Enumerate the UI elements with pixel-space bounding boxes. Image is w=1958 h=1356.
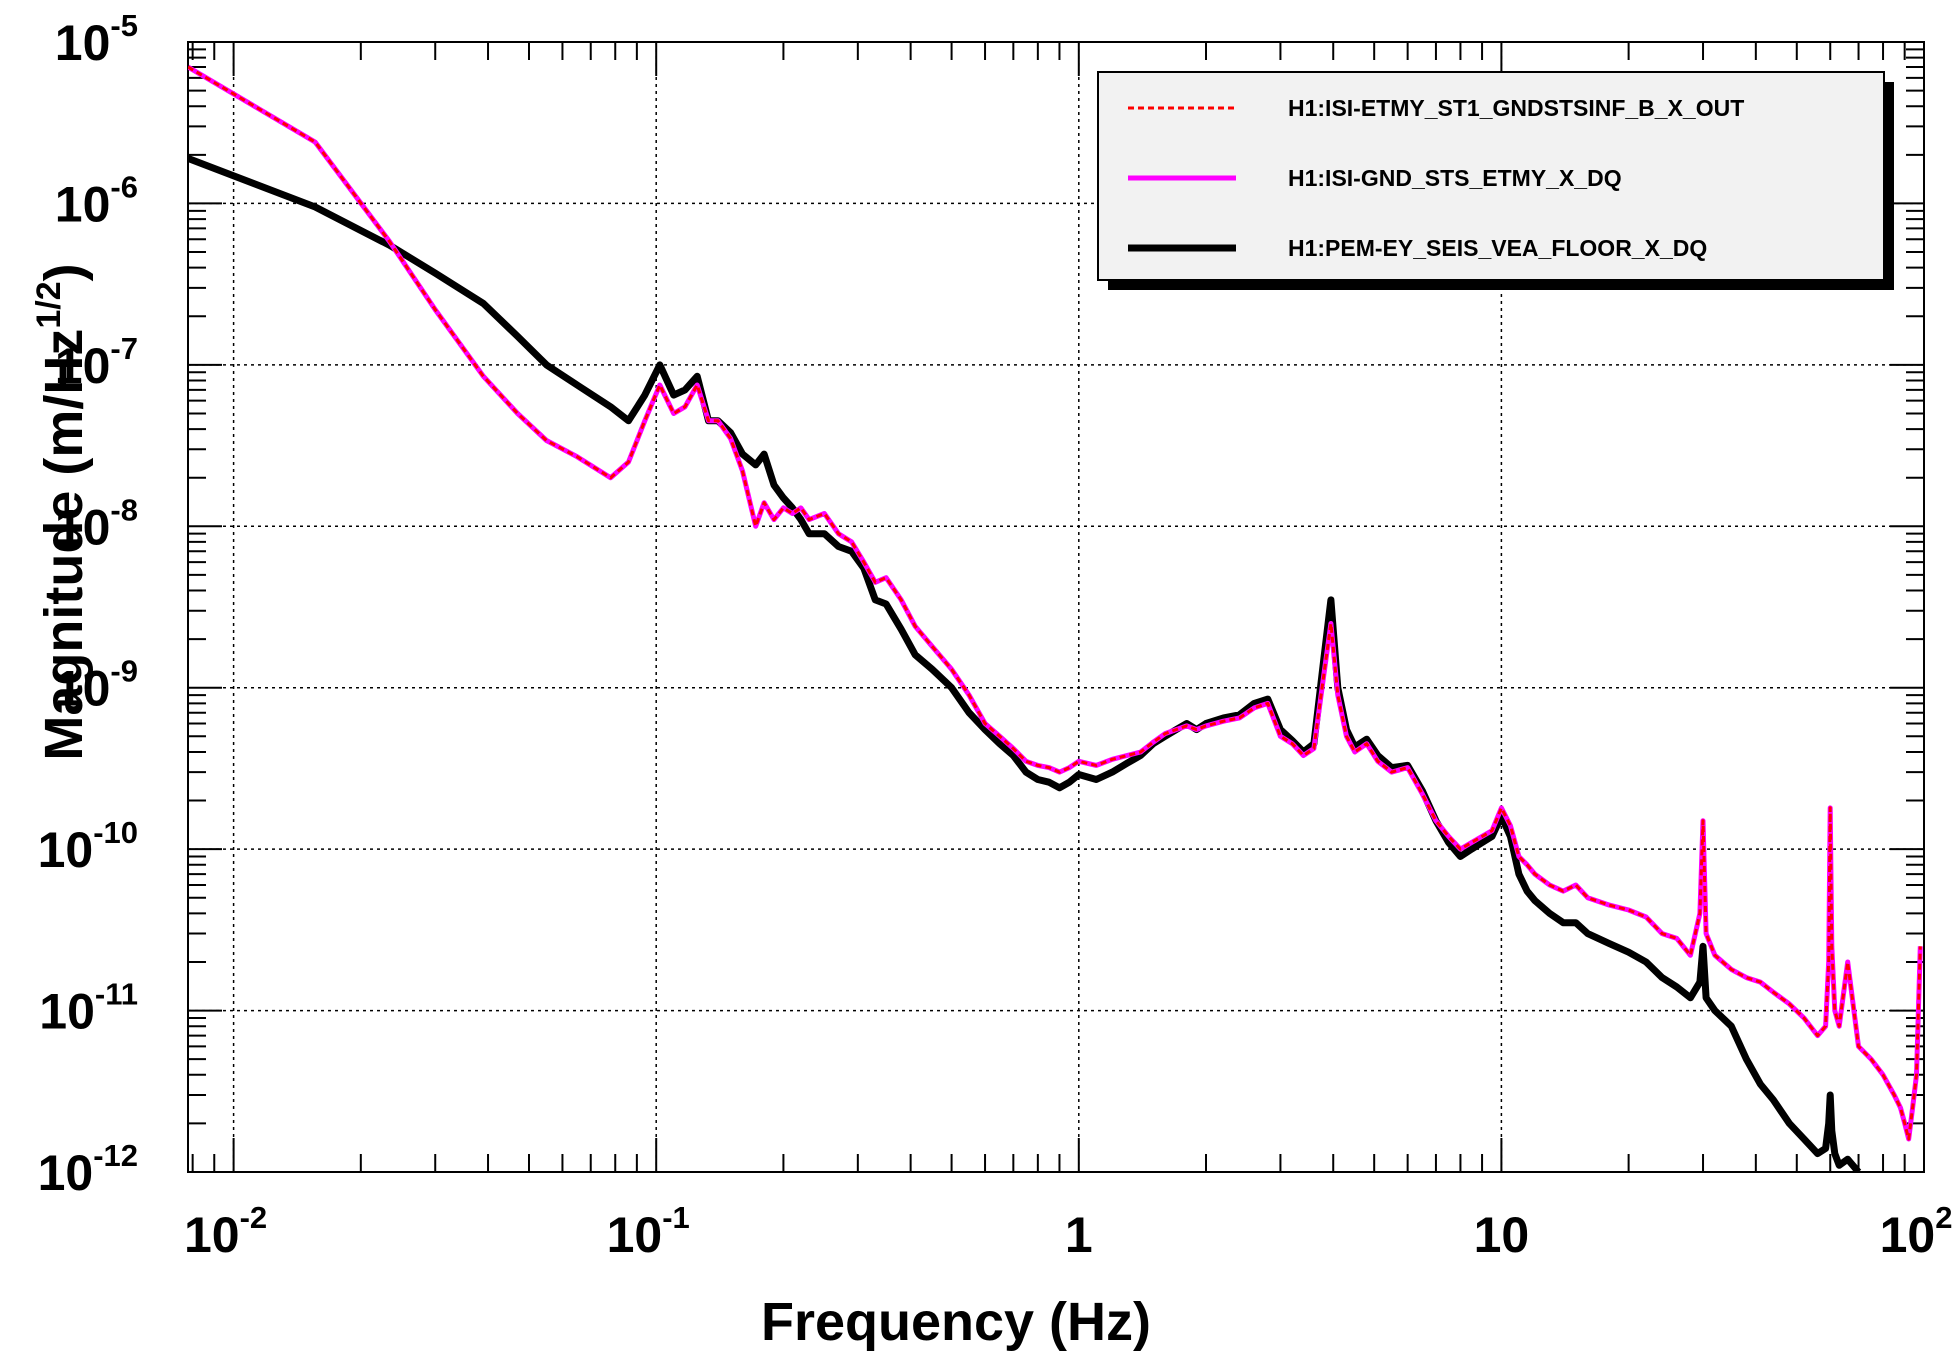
- y-tick-label-base: 10: [55, 176, 111, 232]
- x-tick-label-base: 1: [1065, 1207, 1093, 1263]
- y-axis-title-sup: 1/2: [30, 281, 68, 328]
- x-axis-title: Frequency (Hz): [761, 1292, 1151, 1352]
- y-tick-label-base: 10: [55, 499, 111, 555]
- series-line-3: [188, 155, 1862, 1172]
- y-tick-label-exp: -8: [110, 492, 138, 527]
- y-tick-label-exp: -11: [95, 977, 138, 1012]
- x-tick-label-exp: -1: [662, 1200, 690, 1235]
- x-tick-label-base: 10: [1474, 1207, 1530, 1263]
- y-tick-label-exp: -9: [110, 654, 138, 689]
- y-tick-label: 10-5: [55, 8, 138, 71]
- x-tick-label-exp: -2: [240, 1200, 268, 1235]
- x-tick-label-base: 10: [607, 1207, 663, 1263]
- y-tick-label-base: 10: [55, 661, 111, 717]
- y-axis-title-main: Magnitude (m/Hz: [34, 329, 94, 761]
- y-tick-label-base: 10: [55, 338, 111, 394]
- legend-label-3: H1:PEM-EY_SEIS_VEA_FLOOR_X_DQ: [1288, 235, 1707, 261]
- x-tick-label: 10-1: [607, 1200, 690, 1263]
- y-tick-label-exp: -6: [110, 169, 138, 204]
- tick-labels: 10-2 10-1 1 10 10210-510-610-710-810-910-101…: [38, 8, 1953, 1263]
- legend: H1:ISI-ETMY_ST1_GNDSTSINF_B_X_OUT H1:ISI-…: [1097, 71, 1894, 290]
- y-tick-label: 10-8: [55, 492, 138, 555]
- axis-ticks: [188, 41, 1925, 1173]
- series-layer: [188, 64, 1923, 1172]
- y-axis-title: Magnitude (m/Hz1/2): [30, 263, 94, 760]
- y-tick-label-exp: -7: [110, 331, 138, 366]
- y-tick-label: 10-9: [55, 654, 138, 717]
- x-tick-label: 102: [1880, 1200, 1953, 1263]
- y-tick-label: 10-6: [55, 169, 138, 232]
- plot-frame: [187, 41, 1925, 1173]
- y-tick-label-exp: -5: [110, 8, 138, 43]
- y-tick-label: 10-11: [39, 977, 138, 1040]
- x-tick-label-exp: 2: [1935, 1200, 1952, 1235]
- y-tick-label: 10-10: [38, 815, 138, 878]
- x-tick-label: 1: [1065, 1207, 1093, 1263]
- y-tick-label-base: 10: [38, 822, 94, 878]
- series-line-1: [188, 65, 1922, 1141]
- y-tick-label-exp: -10: [93, 815, 138, 850]
- y-tick-label-base: 10: [55, 15, 111, 71]
- y-tick-label-exp: -12: [93, 1138, 138, 1173]
- x-tick-label: 10-2: [184, 1200, 267, 1263]
- legend-label-2: H1:ISI-GND_STS_ETMY_X_DQ: [1288, 165, 1622, 191]
- y-tick-label: 10-7: [55, 331, 138, 394]
- x-tick-label-base: 10: [184, 1207, 240, 1263]
- y-tick-label: 10-12: [38, 1138, 138, 1201]
- y-tick-label-base: 10: [39, 984, 95, 1040]
- y-tick-label-base: 10: [38, 1145, 94, 1201]
- legend-label-1: H1:ISI-ETMY_ST1_GNDSTSINF_B_X_OUT: [1288, 95, 1744, 121]
- x-tick-label-base: 10: [1880, 1207, 1936, 1263]
- y-axis-title-close: ): [34, 263, 94, 281]
- x-tick-label: 10: [1474, 1207, 1530, 1263]
